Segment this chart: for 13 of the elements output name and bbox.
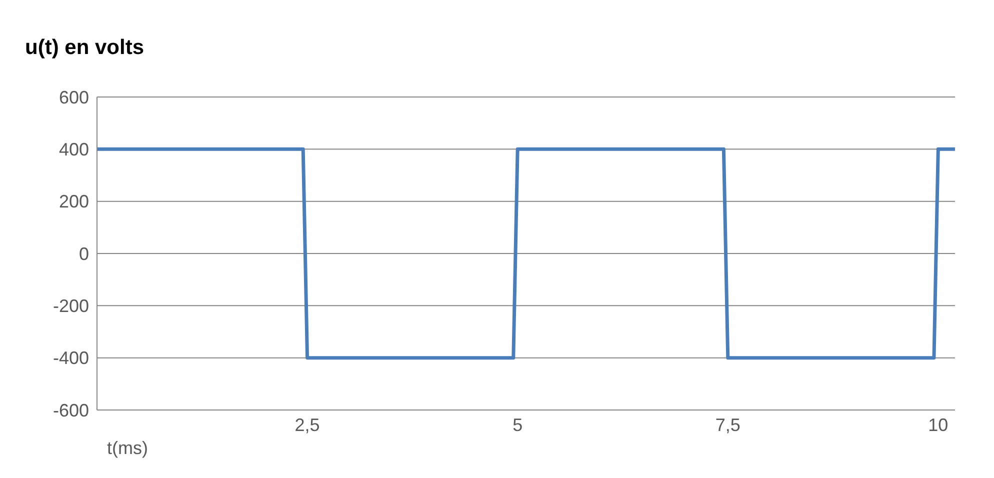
y-tick-label: 0 <box>78 244 89 264</box>
x-tick-label: 5 <box>512 414 523 435</box>
y-axis-title: u(t) en volts <box>24 35 145 59</box>
x-axis-title: t(ms) <box>107 438 148 458</box>
y-tick-label: 600 <box>58 87 89 108</box>
y-tick-label: -600 <box>52 400 89 420</box>
y-tick-label: -400 <box>52 348 89 368</box>
y-tick-label: -200 <box>52 296 89 316</box>
x-tick-label: 2,5 <box>294 414 320 435</box>
y-tick-label: 400 <box>58 140 89 160</box>
y-tick-label: 200 <box>58 192 89 212</box>
x-tick-label: 10 <box>928 414 948 435</box>
x-tick-label: 7,5 <box>715 414 740 435</box>
